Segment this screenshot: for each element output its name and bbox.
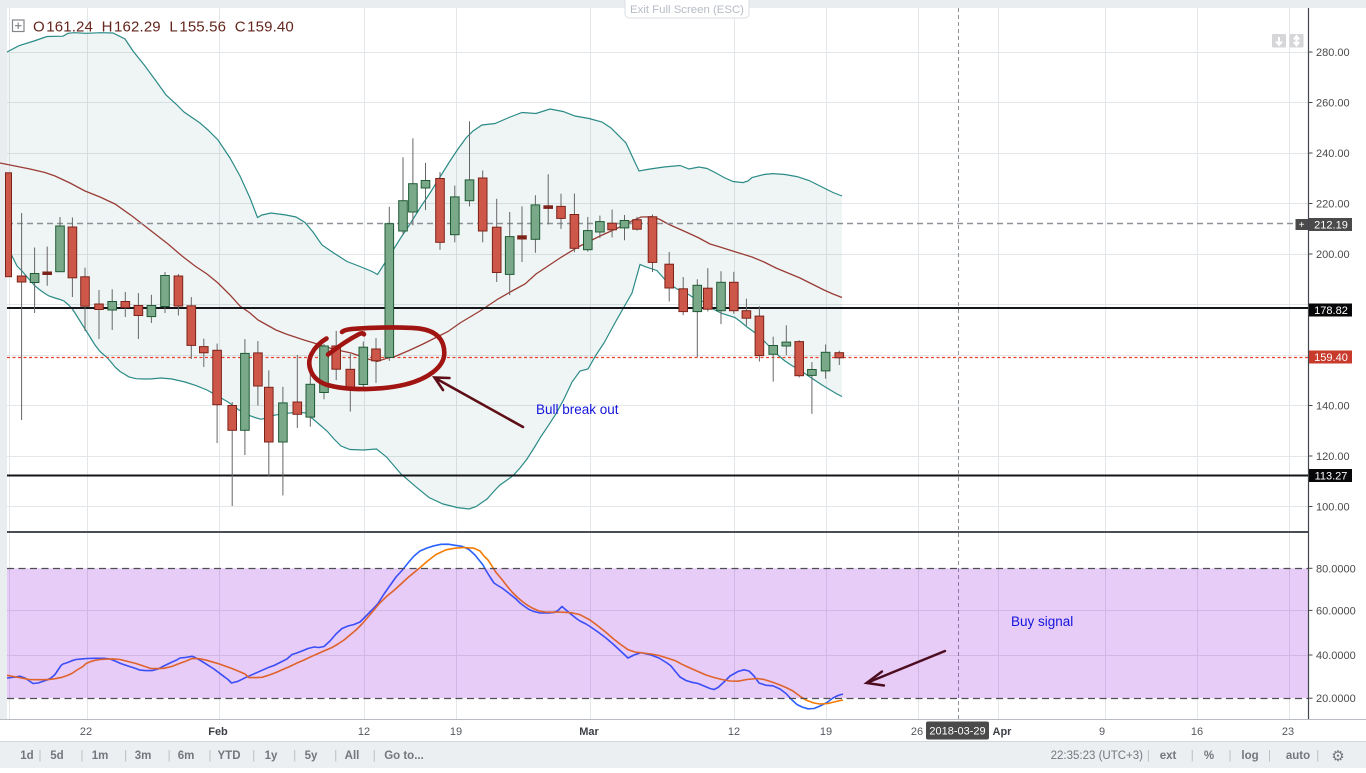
svg-text:5y: 5y [305,750,318,762]
svg-text:%: % [1204,750,1214,762]
svg-text:1m: 1m [92,750,109,762]
svg-text:YTD: YTD [218,750,241,762]
svg-text:1d: 1d [20,750,33,762]
svg-text:auto: auto [1286,750,1310,762]
svg-text:Apr: Apr [993,726,1013,738]
svg-text:O 161.24 H 162.29 L 155.56: O 161.24 H 162.29 L 155.56 C 159.40 [33,19,294,36]
svg-text:log: log [1241,750,1258,762]
svg-text:6m: 6m [178,750,195,762]
svg-text:22: 22 [80,726,92,738]
svg-text:240.00: 240.00 [1316,148,1350,160]
svg-text:|: | [334,750,337,762]
svg-text:2018-03-29: 2018-03-29 [929,726,985,738]
svg-text:9: 9 [1099,726,1105,738]
svg-text:Exit Full Screen (ESC): Exit Full Screen (ESC) [630,4,744,16]
svg-text:|: | [293,750,296,762]
svg-text:260.00: 260.00 [1316,98,1350,110]
svg-text:⚙: ⚙ [1331,748,1344,765]
svg-text:120.00: 120.00 [1316,451,1350,463]
svg-text:|: | [1229,750,1232,762]
svg-text:|: | [209,750,212,762]
svg-text:+: + [1299,220,1305,231]
svg-text:|: | [39,750,42,762]
svg-text:80.0000: 80.0000 [1316,563,1356,575]
svg-text:|: | [81,750,84,762]
svg-text:280.00: 280.00 [1316,47,1350,59]
svg-text:20.0000: 20.0000 [1316,693,1356,705]
svg-text:12: 12 [728,726,740,738]
svg-text:212.19: 212.19 [1314,220,1348,232]
svg-text:159.40: 159.40 [1314,352,1348,364]
svg-text:|: | [1316,750,1319,762]
svg-text:60.0000: 60.0000 [1316,605,1356,617]
svg-text:178.82: 178.82 [1314,305,1348,317]
svg-text:|: | [124,750,127,762]
svg-text:Bull break out: Bull break out [536,402,619,417]
svg-text:1y: 1y [265,750,278,762]
svg-text:100.00: 100.00 [1316,502,1350,514]
svg-text:All: All [345,750,360,762]
svg-text:|: | [1147,750,1150,762]
svg-text:200.00: 200.00 [1316,249,1350,261]
svg-text:|: | [252,750,255,762]
svg-text:Mar: Mar [579,726,599,738]
svg-text:5d: 5d [50,750,63,762]
svg-text:140.00: 140.00 [1316,401,1350,413]
svg-text:22:35:23 (UTC+3): 22:35:23 (UTC+3) [1051,750,1144,762]
svg-text:113.27: 113.27 [1315,471,1348,483]
svg-text:3m: 3m [135,750,152,762]
svg-text:ext: ext [1160,750,1177,762]
svg-text:19: 19 [450,726,462,738]
svg-text:16: 16 [1191,726,1203,738]
svg-text:Feb: Feb [208,726,228,738]
svg-text:26: 26 [911,726,923,738]
svg-text:|: | [1191,750,1194,762]
svg-text:12: 12 [358,726,370,738]
svg-text:Buy signal: Buy signal [1011,614,1073,629]
svg-text:220.00: 220.00 [1316,199,1350,211]
svg-text:19: 19 [820,726,832,738]
svg-text:|: | [1268,750,1271,762]
svg-text:40.0000: 40.0000 [1316,650,1356,662]
svg-text:|: | [168,750,171,762]
svg-text:23: 23 [1282,726,1294,738]
svg-text:|: | [373,750,376,762]
svg-text:Go to...: Go to... [384,750,424,762]
